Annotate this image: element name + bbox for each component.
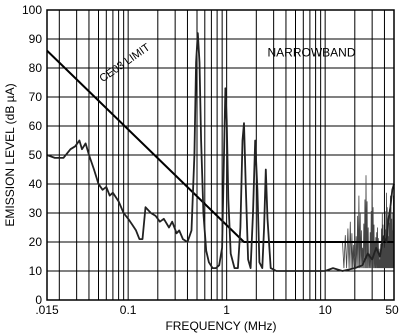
y-tick-label: 50 — [29, 148, 43, 162]
x-tick-label: 1 — [223, 303, 230, 317]
y-tick-label: 30 — [29, 206, 43, 220]
y-tick-label: 40 — [29, 177, 43, 191]
plot-frame — [46, 9, 395, 301]
y-tick-label: 60 — [29, 119, 43, 133]
x-tick-label: 50 — [385, 303, 399, 317]
y-tick-label: 90 — [29, 32, 43, 46]
y-tick-label: 100 — [22, 3, 42, 17]
series-layer — [46, 32, 395, 272]
y-tick-label: 20 — [29, 235, 43, 249]
y-tick-label: 10 — [29, 264, 43, 278]
x-tick-label: 10 — [318, 303, 332, 317]
tick-labels: 0 10 20 30 40 50 60 70 80 90 100 .015 0.1 1 10 50 — [22, 3, 399, 317]
x-axis-title: FREQUENCY (MHz) — [165, 319, 276, 333]
x-tick-label: 0.1 — [120, 303, 137, 317]
series-ce03-limit — [46, 49, 394, 243]
annotation-narrowband: NARROWBAND — [268, 45, 356, 59]
y-axis-title: EMISSION LEVEL (dB µA) — [3, 83, 17, 226]
series-emission — [46, 32, 395, 272]
x-tick-label: .015 — [35, 303, 59, 317]
y-tick-label: 70 — [29, 90, 43, 104]
noise-envelope — [342, 175, 395, 269]
annotation-ce03-limit: CE03 LIMIT — [97, 41, 152, 85]
y-tick-label: 0 — [35, 293, 42, 307]
y-tick-label: 80 — [29, 61, 43, 75]
